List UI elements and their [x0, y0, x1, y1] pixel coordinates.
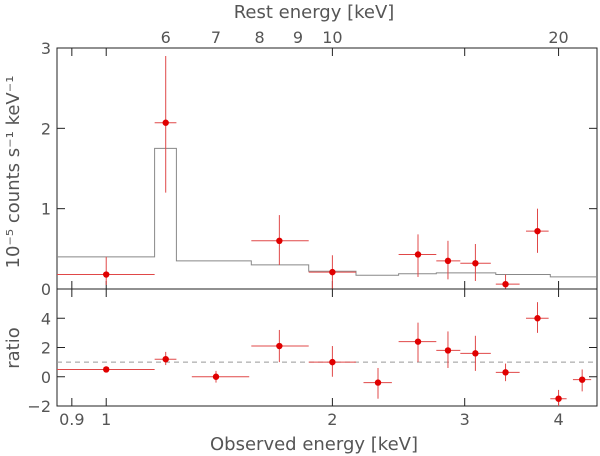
x-tick-label: 4	[553, 410, 563, 429]
data-marker	[502, 369, 509, 376]
data-marker	[329, 268, 336, 276]
top-x-tick-label: 20	[548, 28, 568, 47]
data-marker	[534, 315, 541, 322]
spectrum-data-point	[525, 208, 549, 253]
data-marker	[502, 280, 509, 288]
top-x-tick-label: 8	[254, 28, 264, 47]
x-tick-label: 3	[460, 410, 470, 429]
data-marker	[472, 260, 479, 267]
spectrum-frame	[56, 47, 598, 290]
ratio-data-point	[525, 302, 549, 333]
x-tick-label: 0.9	[59, 410, 84, 429]
ratio-data-point	[398, 322, 437, 363]
ratio-data-point	[436, 331, 461, 368]
data-marker	[162, 119, 169, 126]
top-x-tick-label: 6	[161, 28, 171, 47]
y-tick-label: 3	[41, 39, 51, 58]
data-marker	[555, 395, 562, 402]
x-axis-label: Observed energy [keV]	[210, 434, 418, 455]
spectrum-y-axis-label: 10⁻⁵ counts s⁻¹ keV⁻¹	[3, 76, 24, 269]
top-x-tick-label: 10	[322, 28, 342, 47]
ratio-data-point	[495, 363, 520, 382]
spectrum-data-point	[460, 244, 491, 281]
top-x-tick-label: 7	[211, 28, 221, 47]
spectrum-data-point	[57, 256, 155, 285]
top-x-tick-label: 9	[293, 28, 303, 47]
model-step-line	[57, 147, 597, 278]
x-tick-label: 2	[327, 410, 337, 429]
ratio-data-point	[308, 346, 356, 377]
ratio-data-point	[251, 329, 309, 363]
ratio-panel: −2 0 2 4	[27, 288, 598, 416]
spectrum-data-point	[308, 255, 356, 289]
y-tick-label: 1	[41, 200, 51, 219]
spectrum-data-point	[398, 234, 437, 277]
data-marker	[103, 271, 110, 278]
data-marker	[162, 356, 169, 363]
ratio-data-point	[460, 335, 491, 371]
spectrum-data-point	[251, 215, 309, 265]
data-marker	[578, 376, 586, 383]
ratio-data-point	[572, 369, 592, 392]
x-tick-label: 1	[101, 410, 111, 429]
ratio-data-point	[550, 389, 567, 406]
spectrum-panel: 0 1 2 3	[41, 39, 598, 299]
data-marker	[276, 342, 283, 350]
y-tick-label: 2	[41, 339, 51, 358]
data-marker	[414, 251, 422, 258]
ratio-frame	[56, 288, 598, 407]
y-tick-label: 4	[41, 309, 51, 328]
data-marker	[276, 237, 283, 244]
data-marker	[374, 379, 382, 386]
y-tick-label: 0	[41, 280, 51, 299]
y-tick-label: 0	[41, 368, 51, 387]
ratio-data-point	[363, 367, 392, 399]
spectrum-data-point	[495, 274, 520, 289]
top-axis-label: Rest energy [keV]	[234, 2, 395, 23]
y-tick-label: −2	[27, 397, 51, 416]
ratio-y-axis-label: ratio	[3, 327, 24, 369]
data-marker	[444, 257, 452, 265]
spectrum-data-point	[436, 240, 461, 280]
data-marker	[534, 227, 541, 235]
data-marker	[103, 366, 110, 373]
spectrum-data-point	[154, 56, 177, 193]
ratio-data-point	[57, 366, 155, 373]
data-marker	[329, 358, 336, 366]
ratio-data-point	[154, 351, 177, 366]
data-marker	[414, 338, 422, 345]
data-marker	[212, 373, 220, 380]
data-marker	[472, 350, 479, 357]
data-marker	[444, 347, 452, 354]
plot-panels: 0 1 2 3 −2 0 2 4 0.9 1 2 3 4 6 7 8 9 10 20	[27, 28, 598, 429]
ratio-data-point	[191, 370, 250, 383]
y-tick-label: 2	[41, 119, 51, 138]
